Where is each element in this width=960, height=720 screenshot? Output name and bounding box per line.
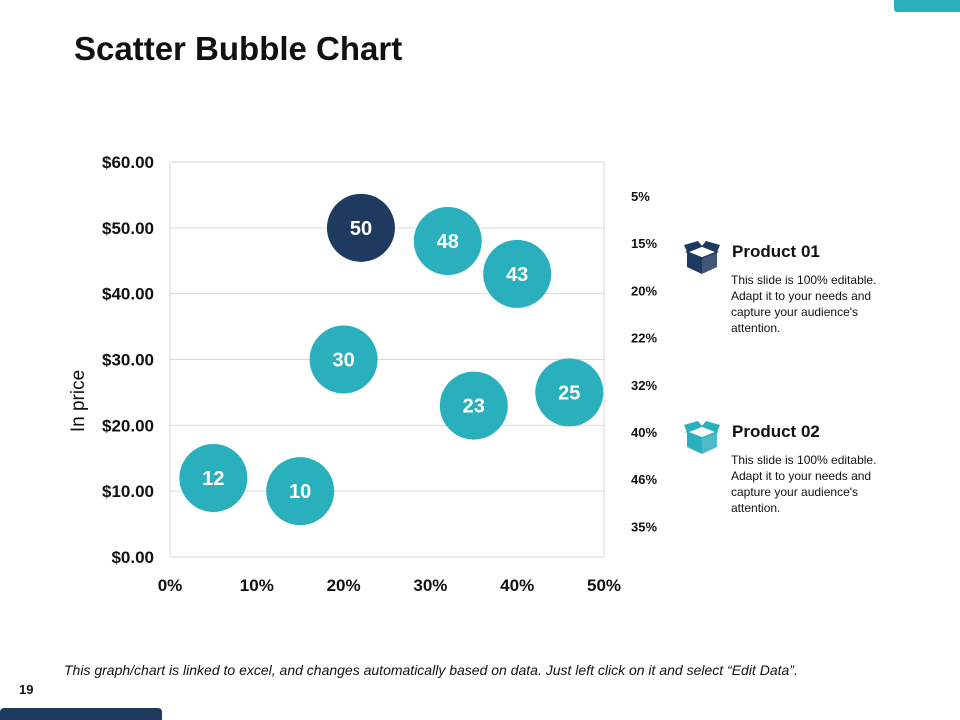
top-accent-bar: [894, 0, 960, 12]
y-tick-label: $30.00: [102, 351, 154, 370]
bubble-43[interactable]: [483, 239, 552, 308]
box-icon: [684, 421, 720, 454]
product-01-name: Product 01: [732, 242, 820, 261]
bubble-48[interactable]: [413, 207, 482, 275]
bubble-30[interactable]: [309, 325, 378, 394]
page-number: 19: [19, 682, 34, 697]
bubble-label: 12: [202, 468, 224, 490]
bubble-label: 50: [350, 218, 372, 240]
y-tick-label: $10.00: [102, 482, 154, 501]
page-title: Scatter Bubble Chart: [74, 30, 403, 67]
x-tick-label: 40%: [500, 576, 534, 595]
percent-label: 22%: [631, 331, 657, 346]
bubble-25[interactable]: [535, 358, 604, 427]
y-tick-label: $40.00: [102, 285, 154, 304]
product-01-description: This slide is 100% editable. Adapt it to…: [731, 273, 877, 335]
bubble-label: 43: [506, 264, 528, 286]
bubble-12[interactable]: [179, 444, 248, 512]
bubble-label: 25: [558, 382, 580, 404]
percent-label: 15%: [631, 236, 657, 251]
x-tick-label: 20%: [327, 576, 361, 595]
bubble-50[interactable]: [326, 193, 395, 262]
bubble-label: 23: [463, 396, 485, 418]
bubble-10[interactable]: [266, 457, 335, 526]
y-tick-label: $20.00: [102, 416, 154, 435]
product-02-description: This slide is 100% editable. Adapt it to…: [731, 453, 877, 515]
x-tick-label: 10%: [240, 576, 274, 595]
percent-label: 40%: [631, 425, 657, 440]
bubble-label: 10: [289, 481, 311, 503]
y-tick-label: $50.00: [102, 219, 154, 238]
y-tick-label: $0.00: [111, 548, 154, 567]
bubble-23[interactable]: [439, 371, 508, 440]
product-02-name: Product 02: [732, 422, 820, 441]
x-tick-label: 50%: [587, 576, 621, 595]
percent-label: 32%: [631, 378, 657, 393]
percent-label: 20%: [631, 283, 657, 298]
percent-label: 46%: [631, 472, 657, 487]
x-tick-label: 0%: [158, 576, 183, 595]
y-tick-label: $60.00: [102, 153, 154, 172]
x-tick-label: 30%: [413, 576, 447, 595]
y-axis-label: In price: [68, 370, 89, 432]
bubble-label: 48: [437, 231, 459, 253]
footnote: This graph/chart is linked to excel, and…: [64, 662, 798, 678]
bottom-accent-bar: [0, 708, 162, 720]
box-icon: [684, 241, 720, 274]
percent-label: 35%: [631, 519, 657, 534]
bubble-label: 30: [332, 350, 354, 372]
percent-label: 5%: [631, 189, 650, 204]
